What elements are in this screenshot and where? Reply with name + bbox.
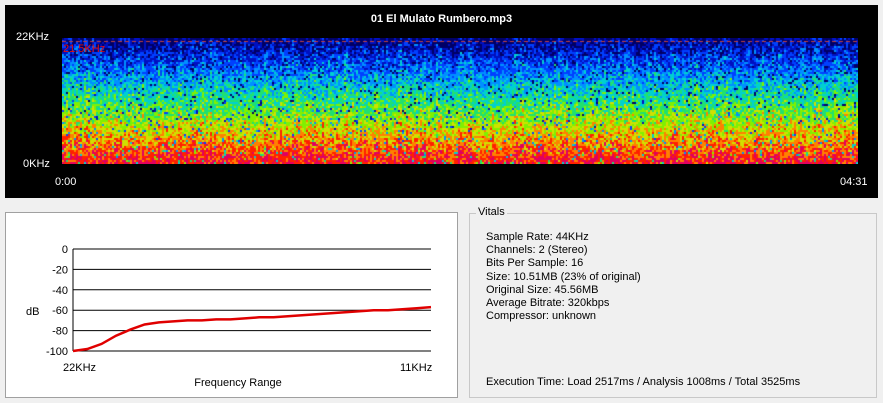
time-end-label: 04:31 (840, 176, 868, 188)
file-title: 01 El Mulato Rumbero.mp3 (370, 13, 513, 25)
execution-time: Execution Time: Load 2517ms / Analysis 1… (486, 376, 801, 388)
spectrogram-panel: 01 El Mulato Rumbero.mp3 22KHz 0KHz 21.5… (5, 5, 878, 198)
frequency-plot-panel: 0 -20 -40 -60 -80 -100 dB 22KHz 11KHz Frequen… (5, 212, 458, 398)
bits-per-sample: Bits Per Sample: 16 (486, 257, 584, 270)
cutoff-frequency-label: 21.5KHz (63, 43, 106, 55)
size: Size: 10.51MB (23% of original) (486, 270, 641, 283)
x-tick-left: 22KHz (63, 362, 96, 374)
y-tick-label: -60 (52, 305, 68, 317)
vitals-title: Vitals (476, 206, 507, 218)
y-tick-label: -100 (46, 346, 68, 358)
original-size: Original Size: 45.56MB (486, 283, 599, 296)
time-start-label: 0:00 (55, 176, 77, 188)
y-axis-label: dB (26, 306, 39, 318)
freq-top-label: 22KHz (16, 31, 50, 43)
y-tick-label: -80 (52, 326, 68, 338)
x-axis-label: Frequency Range (194, 377, 281, 389)
sample-rate: Sample Rate: 44KHz (486, 231, 589, 243)
compressor: Compressor: unknown (486, 310, 597, 323)
y-tick-label: 0 (62, 244, 68, 256)
y-tick-label: -20 (52, 264, 68, 276)
freq-bottom-label: 0KHz (23, 158, 50, 170)
vitals-list: Sample Rate: 44KHz Channels: 2 (Stereo) … (486, 231, 641, 323)
frequency-plot: 0 -20 -40 -60 -80 -100 dB 22KHz 11KHz Frequen… (26, 244, 432, 389)
series-line (72, 305, 432, 353)
spectrogram-image (62, 38, 858, 164)
channels: Channels: 2 (Stereo) (486, 244, 588, 257)
vitals-group (469, 213, 877, 398)
y-tick-label: -40 (52, 285, 68, 297)
average-bitrate: Average Bitrate: 320kbps (486, 297, 610, 310)
plot-grid (72, 248, 431, 352)
y-tick-labels: 0 -20 -40 -60 -80 -100 (46, 244, 68, 358)
x-tick-right: 11KHz (400, 362, 432, 374)
